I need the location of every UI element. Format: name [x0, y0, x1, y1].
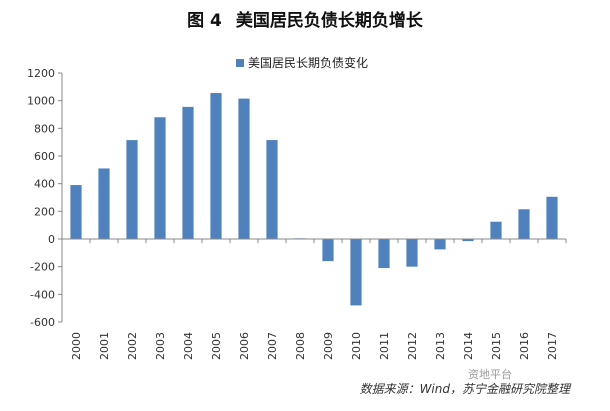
x-tick-label: 2009 [322, 332, 335, 360]
x-tick-label: 2000 [70, 332, 83, 360]
bar-2005 [210, 93, 222, 239]
x-tick-label: 2008 [294, 332, 307, 360]
figure-number: 图 4 [187, 11, 222, 31]
chart-title: 图 4 美国居民负债长期负增长 [0, 6, 610, 31]
bar-2002 [126, 140, 138, 239]
bar-2010 [350, 239, 362, 306]
x-tick-label: 2016 [518, 332, 531, 360]
legend-swatch [236, 59, 244, 67]
y-tick-label: -400 [30, 288, 55, 301]
bar-2000 [70, 185, 82, 239]
y-tick-label: -200 [30, 261, 55, 274]
bar-2011 [378, 239, 390, 269]
bar-2004 [182, 106, 194, 240]
y-tick-label: 800 [34, 122, 55, 135]
watermark: 资地平台 [468, 368, 512, 381]
title-text: 美国居民负债长期负增长 [235, 11, 423, 31]
x-axis: 2000 2001 2002 2003 2004 2005 2006 2007 2008 2009… [61, 238, 567, 360]
x-tick-label: 2012 [406, 332, 419, 360]
y-tick-label: 1000 [27, 95, 55, 108]
x-tick-label: 2015 [490, 332, 503, 360]
x-tick-label: 2004 [182, 332, 195, 360]
bar-2013 [434, 239, 446, 250]
y-tick-label: 1200 [27, 67, 55, 80]
x-tick-label: 2011 [378, 332, 391, 360]
source-note: 数据来源：Wind，苏宁金融研究院整理 [359, 382, 570, 396]
x-tick-label: 2006 [238, 332, 251, 360]
bars [70, 93, 558, 306]
bar-2001 [98, 168, 110, 239]
bar-2003 [154, 117, 166, 239]
x-tick-label: 2005 [210, 332, 223, 360]
legend-label: 美国居民长期负债变化 [248, 55, 368, 70]
bar-2009 [322, 239, 334, 262]
bar-2017 [546, 196, 558, 239]
bar-2015 [490, 221, 502, 239]
x-tick-label: 2002 [126, 332, 139, 360]
bar-2016 [518, 209, 530, 239]
bar-2012 [406, 239, 418, 267]
y-tick-label: 0 [48, 233, 55, 246]
bar-2006 [238, 98, 250, 239]
bar-2007 [266, 140, 278, 239]
y-tick-label: 600 [34, 150, 55, 163]
x-tick-label: 2013 [434, 332, 447, 360]
x-tick-label: 2014 [462, 332, 475, 360]
y-tick-label: 400 [34, 178, 55, 191]
x-tick-label: 2010 [350, 332, 363, 360]
y-tick-label: -600 [30, 316, 55, 329]
x-tick-label: 2003 [154, 332, 167, 360]
x-tick-label: 2007 [266, 332, 279, 360]
y-tick-label: 200 [34, 205, 55, 218]
x-tick-label: 2001 [98, 332, 111, 360]
y-axis: 1200 1000 800 600 400 200 0 -200 -400 -600 [27, 67, 63, 329]
legend: 美国居民长期负债变化 [236, 55, 368, 70]
bar-2014 [462, 239, 474, 242]
x-tick-label: 2017 [546, 332, 559, 360]
